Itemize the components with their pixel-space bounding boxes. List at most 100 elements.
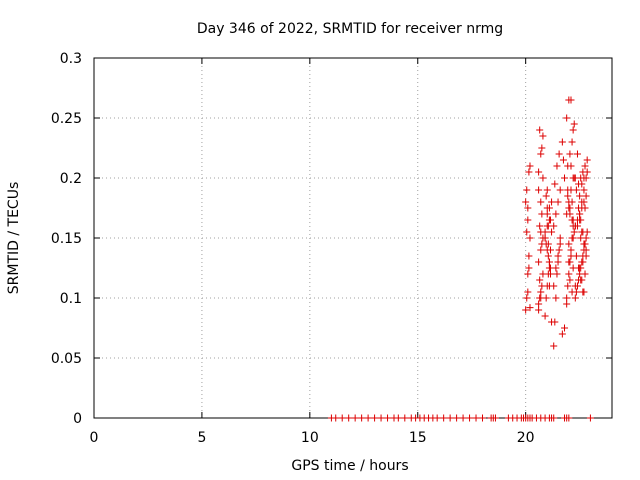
- data-point: [371, 414, 379, 422]
- y-tick-label: 0.1: [60, 291, 82, 307]
- data-point: [554, 198, 562, 206]
- data-point: [491, 414, 499, 422]
- data-point: [522, 306, 530, 314]
- data-point: [544, 252, 552, 260]
- data-point: [543, 246, 551, 254]
- y-tick-label: 0.25: [51, 111, 82, 127]
- data-point: [535, 186, 543, 194]
- data-point: [526, 304, 534, 312]
- data-point: [582, 246, 590, 254]
- data-point: [537, 150, 545, 158]
- data-point: [572, 288, 580, 296]
- data-point: [582, 174, 590, 182]
- data-point: [561, 174, 569, 182]
- data-point: [551, 318, 559, 326]
- data-point: [563, 294, 571, 302]
- data-point: [338, 414, 346, 422]
- data-point: [573, 150, 581, 158]
- data-point: [571, 282, 579, 290]
- data-point: [552, 294, 560, 302]
- data-point: [583, 156, 591, 164]
- data-point: [466, 414, 474, 422]
- data-point: [580, 288, 588, 296]
- data-point: [384, 414, 392, 422]
- x-axis-label: GPS time / hours: [291, 458, 408, 474]
- data-point: [565, 240, 573, 248]
- data-point: [581, 204, 589, 212]
- data-point: [440, 414, 448, 422]
- data-point: [433, 414, 441, 422]
- data-point: [543, 210, 551, 218]
- data-points: [327, 96, 594, 422]
- data-point: [479, 414, 486, 422]
- data-point: [545, 264, 553, 272]
- data-point: [567, 246, 575, 254]
- y-tick-label: 0.3: [60, 51, 82, 67]
- data-point: [559, 156, 567, 164]
- data-point: [536, 222, 544, 230]
- data-point: [526, 162, 534, 170]
- data-point: [332, 414, 340, 422]
- data-point: [565, 204, 573, 212]
- data-point: [575, 204, 583, 212]
- data-point: [539, 132, 547, 140]
- data-point: [581, 162, 589, 170]
- data-point: [583, 168, 591, 176]
- data-point: [578, 276, 586, 284]
- data-point: [561, 324, 569, 332]
- data-point: [351, 414, 359, 422]
- y-tick-label: 0.2: [60, 171, 82, 187]
- data-point: [453, 414, 461, 422]
- data-point: [446, 414, 454, 422]
- data-point: [563, 114, 571, 122]
- data-point: [565, 414, 573, 422]
- data-point: [459, 414, 467, 422]
- data-point: [550, 414, 558, 422]
- data-point: [538, 144, 546, 152]
- x-tick-label: 10: [301, 430, 319, 446]
- data-point: [552, 264, 560, 272]
- data-point: [570, 228, 578, 236]
- data-point: [401, 414, 409, 422]
- data-point: [546, 270, 554, 278]
- data-point: [345, 414, 353, 422]
- data-point: [537, 198, 545, 206]
- data-point: [571, 294, 579, 302]
- data-point: [526, 234, 534, 242]
- data-point: [568, 198, 576, 206]
- data-point: [536, 126, 544, 134]
- data-point: [569, 234, 577, 242]
- data-point: [582, 252, 590, 260]
- data-point: [535, 306, 543, 314]
- data-point: [554, 252, 562, 260]
- data-point: [581, 270, 589, 278]
- data-point: [542, 192, 550, 200]
- data-point: [551, 180, 559, 188]
- data-point: [542, 294, 550, 302]
- data-point: [577, 234, 585, 242]
- data-point: [580, 186, 588, 194]
- data-point: [535, 258, 543, 266]
- data-point: [567, 96, 575, 104]
- data-point: [523, 186, 531, 194]
- data-point: [564, 192, 572, 200]
- data-point: [522, 198, 530, 206]
- data-point: [548, 198, 556, 206]
- data-point: [525, 264, 533, 272]
- data-point: [525, 168, 533, 176]
- data-point: [523, 228, 531, 236]
- data-point: [564, 282, 572, 290]
- data-point: [572, 252, 580, 260]
- data-point: [377, 414, 385, 422]
- data-point: [553, 162, 561, 170]
- data-point: [548, 228, 556, 236]
- data-point: [523, 294, 531, 302]
- data-point: [539, 174, 547, 182]
- data-point: [566, 210, 574, 218]
- data-point: [394, 414, 402, 422]
- data-point: [577, 216, 585, 224]
- data-point: [543, 186, 551, 194]
- grid: [94, 58, 612, 418]
